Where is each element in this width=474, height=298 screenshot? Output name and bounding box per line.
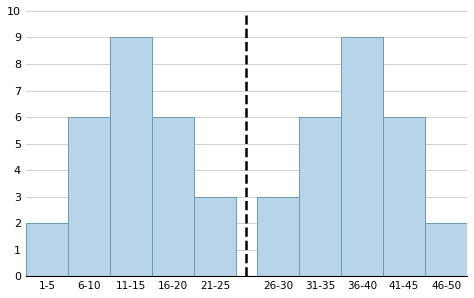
Bar <box>425 223 467 276</box>
Bar <box>299 117 341 276</box>
Bar <box>257 197 299 276</box>
Bar <box>152 117 194 276</box>
Bar <box>341 38 383 276</box>
Bar <box>26 223 68 276</box>
Bar <box>68 117 110 276</box>
Bar <box>110 38 152 276</box>
Bar <box>383 117 425 276</box>
Bar <box>194 197 236 276</box>
